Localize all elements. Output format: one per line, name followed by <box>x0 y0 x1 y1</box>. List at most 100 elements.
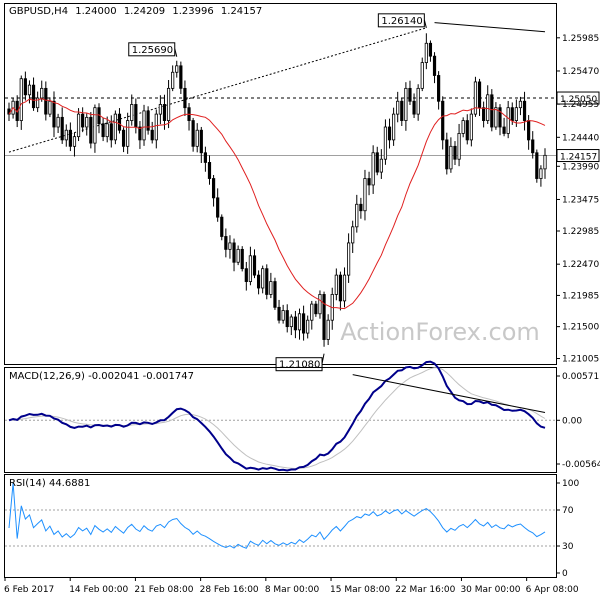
candle <box>396 91 400 123</box>
price-tick-label: 1.21985 <box>562 291 599 301</box>
price-tick-label: 1.23475 <box>562 195 599 205</box>
candle <box>23 71 27 101</box>
candle <box>293 310 298 339</box>
candle <box>261 265 265 294</box>
candle <box>351 220 355 253</box>
candle <box>322 291 326 347</box>
candle <box>171 65 175 92</box>
candle <box>150 121 154 144</box>
candle <box>494 102 498 130</box>
macd-line <box>8 360 546 472</box>
candle <box>359 197 363 219</box>
candle <box>76 108 81 142</box>
candle <box>183 80 187 116</box>
candle <box>220 214 224 241</box>
candle <box>506 100 510 139</box>
candle <box>432 52 437 84</box>
candle <box>314 300 318 317</box>
candle <box>113 110 117 145</box>
rsi-title: RSI(14) 44.6881 <box>9 478 90 489</box>
candle <box>535 149 539 183</box>
candle <box>457 123 461 167</box>
candle <box>162 94 167 130</box>
candle <box>72 132 77 157</box>
macd-tick-label: 0.005717 <box>562 372 600 382</box>
x-tick-label: 6 Feb 2017 <box>4 585 54 595</box>
candle <box>363 169 367 221</box>
candle <box>154 109 158 149</box>
candle <box>273 277 277 310</box>
candle <box>228 235 232 259</box>
candle <box>146 106 150 135</box>
candle <box>19 75 23 130</box>
candle <box>36 91 40 113</box>
candle <box>224 228 228 258</box>
candle <box>240 246 244 272</box>
watermark: ActionForex.com <box>340 318 540 346</box>
price-annotation: 1.26140 <box>377 13 427 28</box>
rsi-panel: 100 70 30 0 RSI(14) 44.6881 <box>4 474 579 579</box>
macd-panel: 0.005717 0.00 -0.005645 MACD(12,26,9) -0.0… <box>4 360 600 473</box>
candle <box>486 85 490 124</box>
candle <box>60 107 64 144</box>
x-tick-label: 14 Feb 00:00 <box>69 585 128 595</box>
candle <box>93 104 97 153</box>
candle <box>81 107 85 133</box>
candle <box>121 127 126 153</box>
price-level-label: 1.25050 <box>560 95 597 105</box>
price-tick-label: 1.25985 <box>562 34 599 44</box>
candle <box>465 114 469 145</box>
candle <box>301 305 306 341</box>
candle <box>142 104 146 146</box>
candle <box>428 40 433 62</box>
candle <box>371 145 375 194</box>
moving-average-line <box>8 98 546 310</box>
candle <box>289 314 293 336</box>
x-tick-label: 22 Mar 16:00 <box>395 585 455 595</box>
candle <box>449 137 453 173</box>
macd-trendline <box>352 374 546 414</box>
candle <box>334 268 338 301</box>
x-tick-label: 30 Mar 00:00 <box>460 585 520 595</box>
candle <box>56 113 60 134</box>
price-panel: ActionForex.com 1.25690 1.26140 1.21080 1.… <box>4 3 600 372</box>
candle <box>281 304 285 324</box>
candle <box>416 84 420 121</box>
candle <box>269 272 273 299</box>
candle <box>531 131 535 159</box>
candle <box>44 81 48 121</box>
candle <box>445 132 449 175</box>
candle <box>85 113 89 136</box>
rsi-tick-label: 70 <box>562 506 574 516</box>
candle <box>539 165 543 187</box>
candle-series <box>7 33 547 347</box>
candle <box>109 115 113 148</box>
rsi-tick-label: 30 <box>562 542 574 552</box>
candle <box>514 99 518 127</box>
candle <box>477 78 482 116</box>
candle <box>367 171 371 196</box>
candle <box>89 112 93 149</box>
candle <box>347 233 351 283</box>
candle <box>469 108 473 147</box>
candle <box>277 299 281 324</box>
candle <box>522 91 527 131</box>
candle <box>105 116 109 143</box>
candle <box>342 267 347 308</box>
candle <box>207 155 212 185</box>
price-level-label: 1.24157 <box>560 153 597 163</box>
x-tick-label: 28 Feb 16:00 <box>200 585 259 595</box>
candle <box>126 112 130 154</box>
macd-tick-label: 0.00 <box>562 416 582 426</box>
candle <box>318 290 322 319</box>
candle <box>52 91 56 138</box>
candle <box>166 80 171 129</box>
price-tick-label: 1.22470 <box>562 260 599 270</box>
candle <box>236 245 240 266</box>
candle <box>338 271 343 311</box>
price-tick-label: 1.22985 <box>562 227 599 237</box>
candle <box>68 122 72 152</box>
price-tick-label: 1.24440 <box>562 133 599 143</box>
x-tick-label: 15 Mar 08:00 <box>330 585 390 595</box>
candle <box>244 261 248 291</box>
